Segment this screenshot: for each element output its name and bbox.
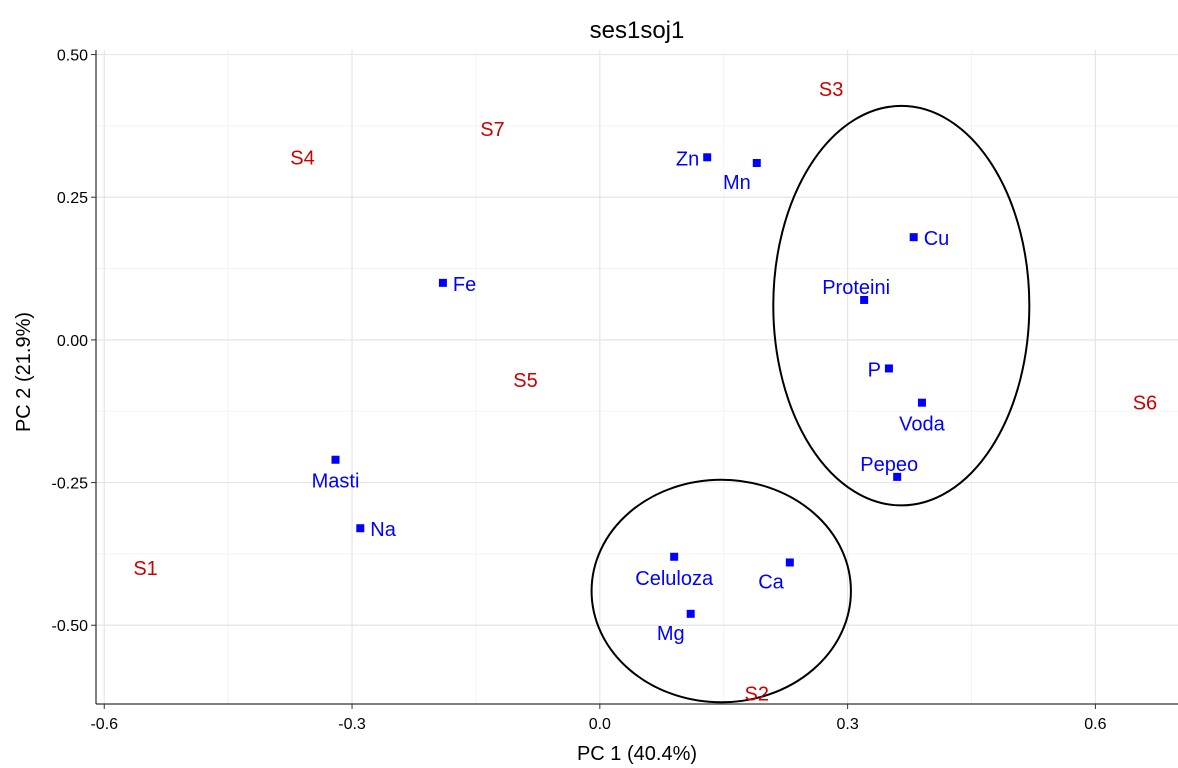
variable-label: Mn [723,172,751,194]
sample-label: S3 [819,79,843,101]
variable-point [917,398,926,407]
x-axis-title: PC 1 (40.4%) [577,743,697,765]
variable-point [438,278,447,287]
variable-label: Masti [312,471,360,493]
grid [96,50,1178,704]
x-tick-label: 0.6 [1084,716,1106,733]
variable-label: P [868,359,881,381]
variable-label: Ca [758,571,784,593]
axes: -0.6 -0.3 0.0 0.3 0.6 0.50 0.25 0.00 -0.25 -0.50 [52,48,1178,733]
variable-label: Proteini [822,277,890,299]
y-tick-label: 0.25 [57,190,88,207]
y-tick-label: -0.50 [52,618,89,635]
variable-point [752,158,761,167]
y-tick-label: 0.00 [57,333,88,350]
variable-point [884,364,893,373]
cluster-ellipse [590,478,852,704]
variable-label: Na [370,519,396,541]
variable-label: Fe [453,274,476,296]
sample-label: S4 [290,147,314,169]
variable-point [909,233,918,242]
variable-point [703,153,712,162]
y-tick-label: 0.50 [57,48,88,65]
sample-label: S5 [513,370,537,392]
x-tick-label: 0.3 [836,716,858,733]
variable-label: Voda [899,414,945,436]
variable-label: Mg [657,623,685,645]
variable-point [893,472,902,481]
x-tick-label: -0.6 [90,716,118,733]
y-axis-title: PC 2 (21.9%) [13,312,35,432]
sample-label: S7 [480,119,504,141]
y-tick-label: -0.25 [52,476,89,493]
variable-label: Celuloza [635,568,714,590]
variable-point [785,558,794,567]
x-tick-label: -0.3 [338,716,366,733]
variable-label: Cu [924,228,950,250]
sample-label: S2 [745,684,769,706]
variable-point [670,552,679,561]
variable-point [356,524,365,533]
sample-label: S6 [1133,393,1157,415]
variable-point [331,455,340,464]
variable-label: Zn [676,148,699,170]
sample-label: S1 [133,558,157,580]
chart-title: ses1soj1 [590,17,685,44]
x-tick-label: 0.0 [589,716,611,733]
cluster-ellipse [772,104,1031,507]
marks: S1 S2 S3 S4 S5 S6 S7 Zn Mn Cu Fe Proteini P Voda Pepeo… [133,79,1157,706]
variable-point [860,295,869,304]
variable-label: Pepeo [860,454,918,476]
variable-point [686,609,695,618]
ellipses [590,104,1031,704]
